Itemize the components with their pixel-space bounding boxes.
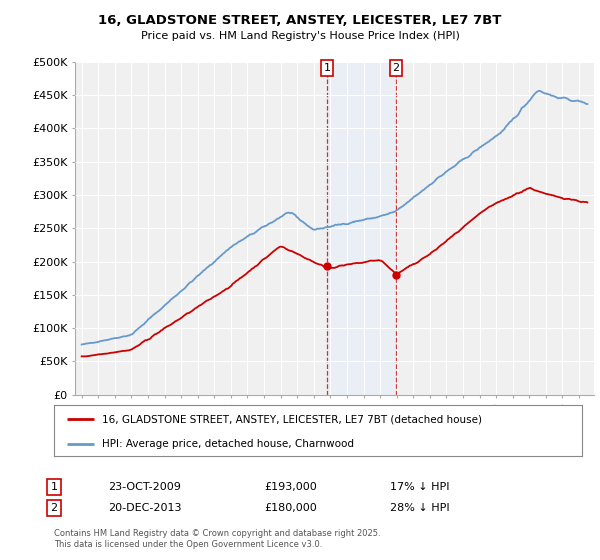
Text: 23-OCT-2009: 23-OCT-2009: [108, 482, 181, 492]
Text: 28% ↓ HPI: 28% ↓ HPI: [390, 503, 449, 513]
Text: 17% ↓ HPI: 17% ↓ HPI: [390, 482, 449, 492]
Text: 1: 1: [50, 482, 58, 492]
Text: £180,000: £180,000: [264, 503, 317, 513]
Text: Price paid vs. HM Land Registry's House Price Index (HPI): Price paid vs. HM Land Registry's House …: [140, 31, 460, 41]
Bar: [327, 62, 396, 395]
Text: £193,000: £193,000: [264, 482, 317, 492]
Text: HPI: Average price, detached house, Charnwood: HPI: Average price, detached house, Char…: [101, 438, 353, 449]
Text: 16, GLADSTONE STREET, ANSTEY, LEICESTER, LE7 7BT (detached house): 16, GLADSTONE STREET, ANSTEY, LEICESTER,…: [101, 414, 482, 424]
Text: 20-DEC-2013: 20-DEC-2013: [108, 503, 182, 513]
Text: 2: 2: [392, 63, 400, 73]
Text: 1: 1: [323, 63, 331, 73]
Text: Contains HM Land Registry data © Crown copyright and database right 2025.
This d: Contains HM Land Registry data © Crown c…: [54, 529, 380, 549]
Text: 16, GLADSTONE STREET, ANSTEY, LEICESTER, LE7 7BT: 16, GLADSTONE STREET, ANSTEY, LEICESTER,…: [98, 14, 502, 27]
Text: 2: 2: [50, 503, 58, 513]
